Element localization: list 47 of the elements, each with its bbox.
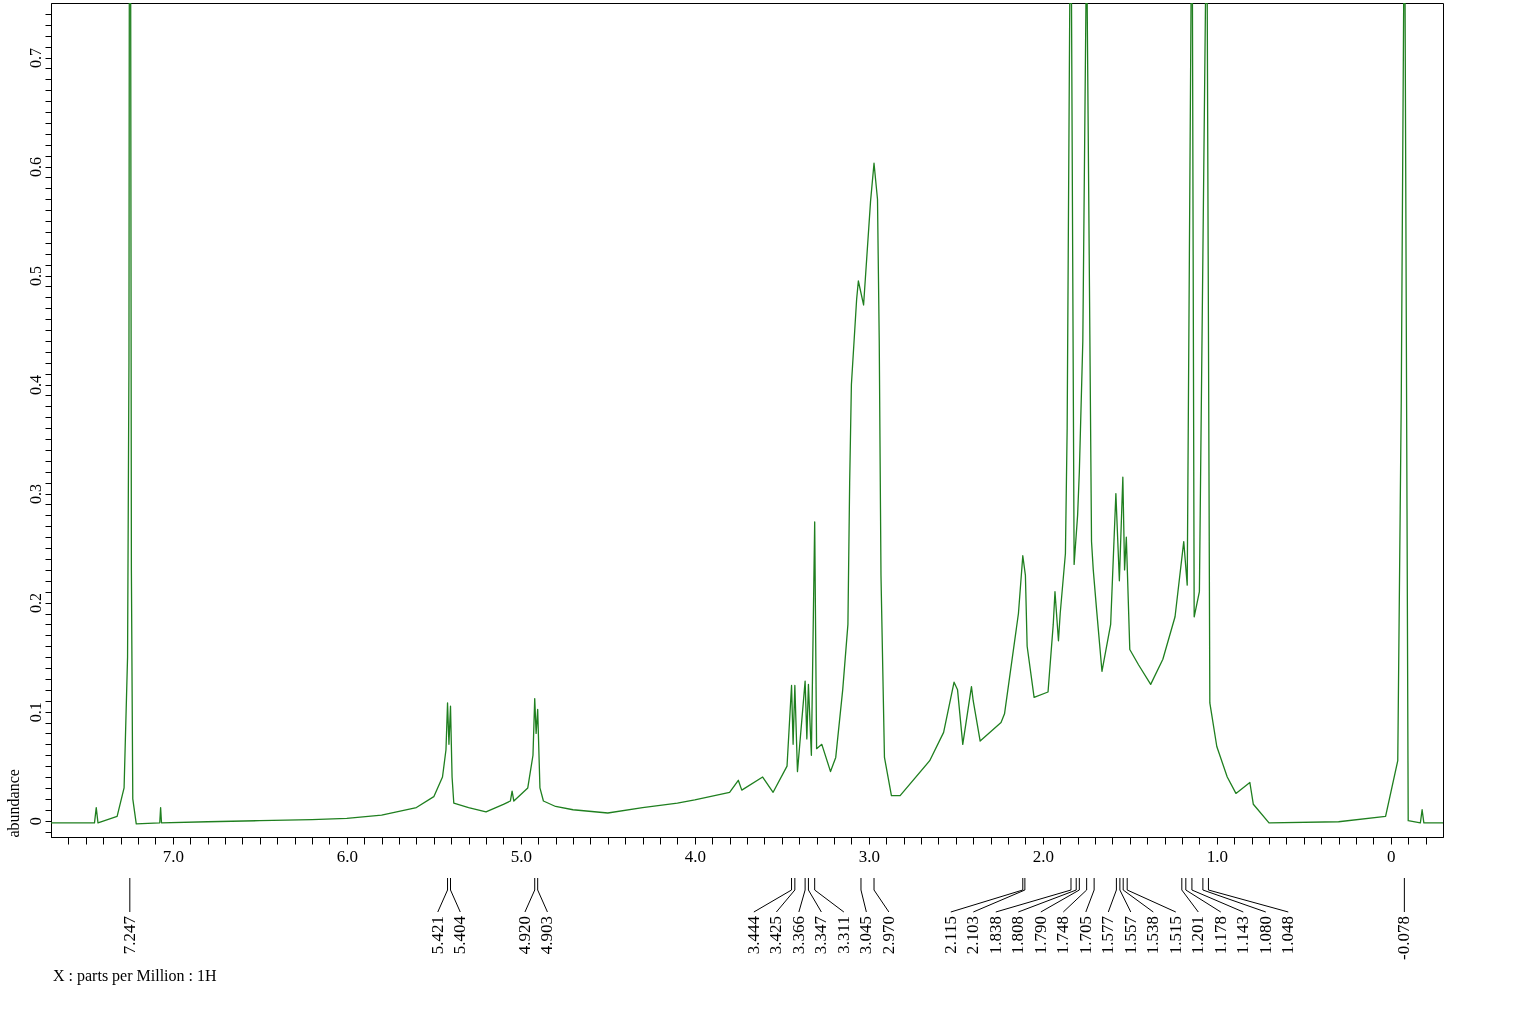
text: X : parts per Million : 1H	[53, 967, 217, 985]
annotation: 1.538	[1143, 916, 1163, 955]
y-tick-label: 0.4	[26, 375, 44, 396]
y-tick-label: 0.1	[26, 702, 44, 723]
annotation: 1.080	[1255, 916, 1275, 955]
x-tick-label: 3.0	[858, 846, 880, 866]
annotation: 7.247	[119, 915, 139, 955]
annotation: 5.404	[450, 915, 470, 955]
y-tick-label: 0.3	[26, 484, 44, 505]
annotation: 1.557	[1120, 915, 1140, 955]
annotation: 1.748	[1053, 916, 1073, 955]
annotation: 1.201	[1188, 916, 1208, 955]
annotation: 3.444	[743, 915, 763, 955]
x-tick-label: 4.0	[684, 846, 706, 866]
annotation: 3.311	[833, 916, 853, 954]
annotation: 1.705	[1075, 916, 1095, 955]
annotation: 2.115	[940, 916, 960, 954]
annotation: 1.808	[1008, 916, 1028, 955]
annotation: 3.045	[856, 916, 876, 955]
x-tick-label: 5.0	[510, 846, 532, 866]
annotation: 1.838	[985, 916, 1005, 955]
annotation: -0.078	[1394, 916, 1414, 960]
x-tick-label: 7.0	[162, 846, 184, 866]
annotation: 4.920	[514, 916, 534, 955]
y-tick-label: 0.5	[26, 266, 44, 287]
annotation: 1.143	[1233, 916, 1253, 955]
annotation: 4.903	[537, 916, 557, 955]
annotation: 2.103	[963, 916, 983, 955]
x-tick-label: 2.0	[1032, 846, 1054, 866]
y-tick-label: 0.7	[26, 48, 44, 69]
x-tick-label: 0	[1387, 846, 1396, 866]
y-tick-label: 0.2	[26, 593, 44, 614]
annotation: 2.970	[878, 916, 898, 955]
annotation: 1.790	[1030, 916, 1050, 955]
y-tick-label: 0.6	[26, 157, 44, 178]
annotation: 1.515	[1165, 916, 1185, 955]
annotation: 3.347	[811, 915, 831, 955]
annotation: 3.366	[788, 916, 808, 955]
x-tick-label: 1.0	[1206, 846, 1228, 866]
y-tick-label: 0	[26, 817, 44, 826]
annotation: 1.048	[1278, 916, 1298, 955]
annotation: 5.421	[427, 916, 447, 955]
annotation: 1.178	[1210, 916, 1230, 955]
x-tick-label: 6.0	[336, 846, 358, 866]
y-axis-title: abundance	[4, 769, 22, 838]
annotation: 3.425	[766, 916, 786, 955]
annotation: 1.577	[1098, 915, 1118, 955]
